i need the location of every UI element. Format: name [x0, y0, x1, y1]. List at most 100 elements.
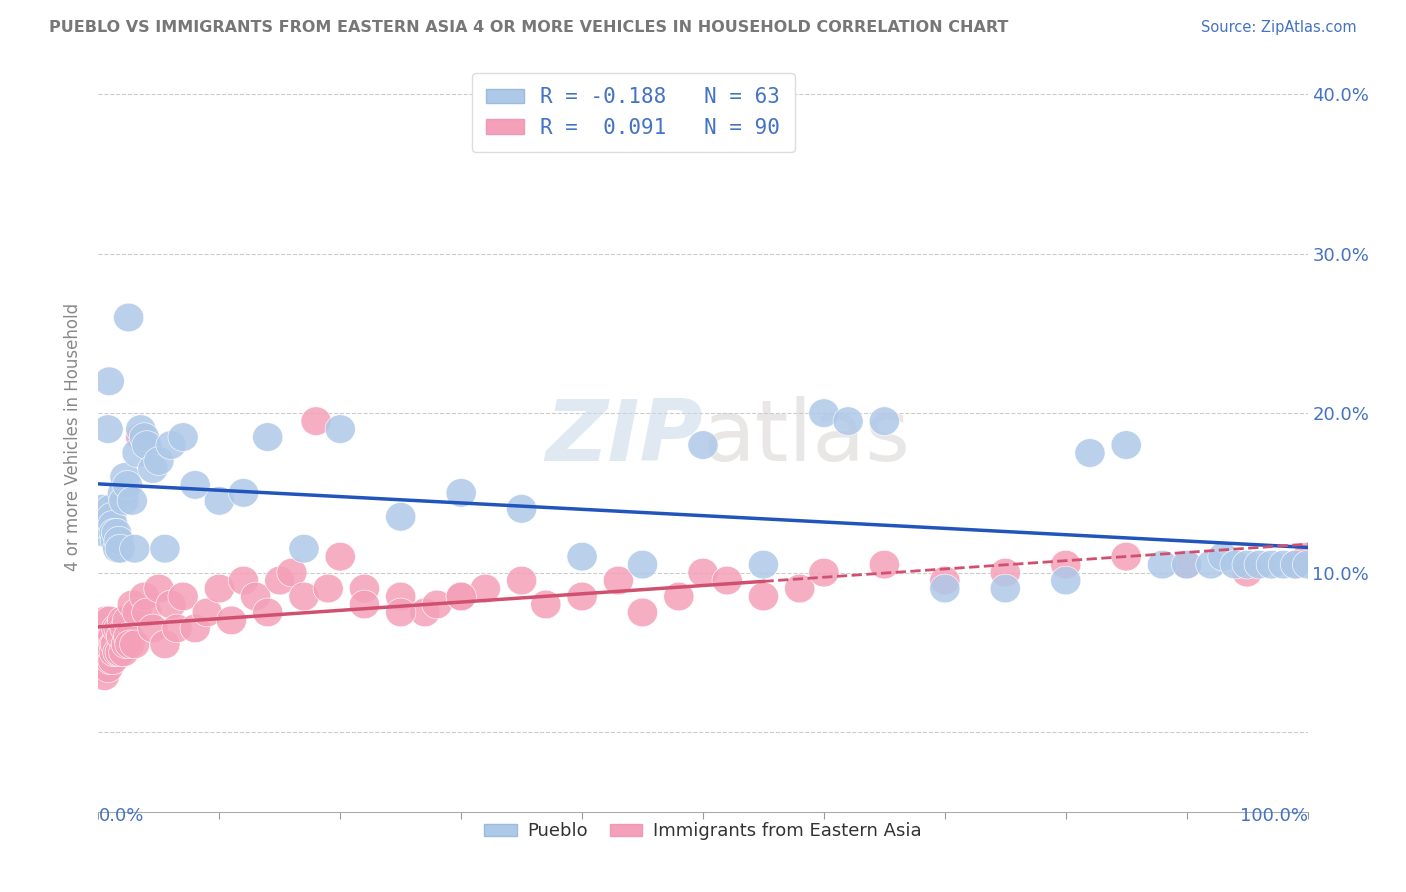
Ellipse shape: [349, 574, 380, 603]
Ellipse shape: [94, 638, 124, 666]
Ellipse shape: [107, 478, 138, 508]
Ellipse shape: [1268, 550, 1299, 579]
Ellipse shape: [446, 478, 477, 508]
Ellipse shape: [193, 599, 222, 627]
Ellipse shape: [122, 599, 152, 627]
Ellipse shape: [1050, 566, 1081, 595]
Ellipse shape: [90, 638, 121, 666]
Ellipse shape: [98, 622, 128, 650]
Ellipse shape: [96, 494, 125, 524]
Ellipse shape: [114, 303, 143, 332]
Ellipse shape: [869, 407, 900, 435]
Ellipse shape: [990, 574, 1021, 603]
Ellipse shape: [167, 582, 198, 611]
Ellipse shape: [94, 606, 124, 635]
Text: Source: ZipAtlas.com: Source: ZipAtlas.com: [1201, 20, 1357, 35]
Ellipse shape: [107, 606, 138, 635]
Ellipse shape: [98, 518, 129, 547]
Ellipse shape: [446, 582, 477, 611]
Ellipse shape: [93, 415, 124, 443]
Ellipse shape: [409, 599, 440, 627]
Ellipse shape: [143, 447, 174, 475]
Ellipse shape: [506, 494, 537, 524]
Ellipse shape: [325, 415, 356, 443]
Ellipse shape: [98, 638, 129, 666]
Ellipse shape: [100, 630, 131, 658]
Ellipse shape: [156, 431, 186, 459]
Ellipse shape: [785, 574, 815, 603]
Ellipse shape: [748, 582, 779, 611]
Ellipse shape: [180, 471, 211, 500]
Ellipse shape: [664, 582, 695, 611]
Ellipse shape: [301, 407, 332, 435]
Ellipse shape: [1232, 558, 1263, 587]
Ellipse shape: [253, 423, 283, 451]
Ellipse shape: [107, 622, 136, 650]
Ellipse shape: [103, 534, 134, 563]
Ellipse shape: [688, 558, 718, 587]
Ellipse shape: [90, 662, 120, 690]
Ellipse shape: [204, 574, 235, 603]
Ellipse shape: [90, 510, 121, 539]
Ellipse shape: [180, 614, 211, 643]
Ellipse shape: [385, 599, 416, 627]
Ellipse shape: [150, 630, 180, 658]
Ellipse shape: [217, 606, 246, 635]
Ellipse shape: [108, 638, 139, 666]
Text: atlas: atlas: [703, 395, 911, 479]
Ellipse shape: [120, 630, 150, 658]
Y-axis label: 4 or more Vehicles in Household: 4 or more Vehicles in Household: [65, 303, 83, 571]
Ellipse shape: [385, 502, 416, 531]
Ellipse shape: [101, 614, 132, 643]
Ellipse shape: [711, 566, 742, 595]
Ellipse shape: [98, 630, 129, 658]
Ellipse shape: [156, 591, 186, 619]
Ellipse shape: [143, 574, 174, 603]
Ellipse shape: [84, 622, 115, 650]
Ellipse shape: [104, 526, 134, 555]
Ellipse shape: [1171, 550, 1202, 579]
Ellipse shape: [97, 622, 127, 650]
Ellipse shape: [446, 582, 477, 611]
Ellipse shape: [1292, 542, 1323, 571]
Ellipse shape: [104, 614, 134, 643]
Ellipse shape: [1208, 542, 1239, 571]
Ellipse shape: [87, 646, 117, 674]
Ellipse shape: [138, 455, 167, 483]
Ellipse shape: [506, 566, 537, 595]
Ellipse shape: [1244, 550, 1274, 579]
Ellipse shape: [105, 534, 135, 563]
Ellipse shape: [97, 502, 127, 531]
Ellipse shape: [117, 591, 148, 619]
Ellipse shape: [240, 582, 271, 611]
Ellipse shape: [86, 638, 115, 666]
Ellipse shape: [808, 399, 839, 427]
Ellipse shape: [1220, 550, 1250, 579]
Ellipse shape: [314, 574, 343, 603]
Ellipse shape: [120, 534, 150, 563]
Ellipse shape: [90, 614, 120, 643]
Ellipse shape: [117, 486, 148, 516]
Ellipse shape: [112, 471, 142, 500]
Ellipse shape: [150, 534, 180, 563]
Ellipse shape: [929, 566, 960, 595]
Ellipse shape: [97, 638, 127, 666]
Ellipse shape: [204, 486, 235, 516]
Ellipse shape: [1147, 550, 1178, 579]
Ellipse shape: [93, 630, 124, 658]
Ellipse shape: [288, 534, 319, 563]
Ellipse shape: [1292, 550, 1323, 579]
Ellipse shape: [277, 558, 307, 587]
Ellipse shape: [567, 542, 598, 571]
Ellipse shape: [125, 423, 156, 451]
Ellipse shape: [422, 591, 453, 619]
Ellipse shape: [1050, 550, 1081, 579]
Ellipse shape: [110, 614, 141, 643]
Ellipse shape: [129, 582, 159, 611]
Legend: Pueblo, Immigrants from Eastern Asia: Pueblo, Immigrants from Eastern Asia: [477, 815, 929, 847]
Ellipse shape: [111, 630, 142, 658]
Ellipse shape: [125, 415, 156, 443]
Ellipse shape: [349, 591, 380, 619]
Ellipse shape: [91, 622, 122, 650]
Ellipse shape: [90, 518, 120, 547]
